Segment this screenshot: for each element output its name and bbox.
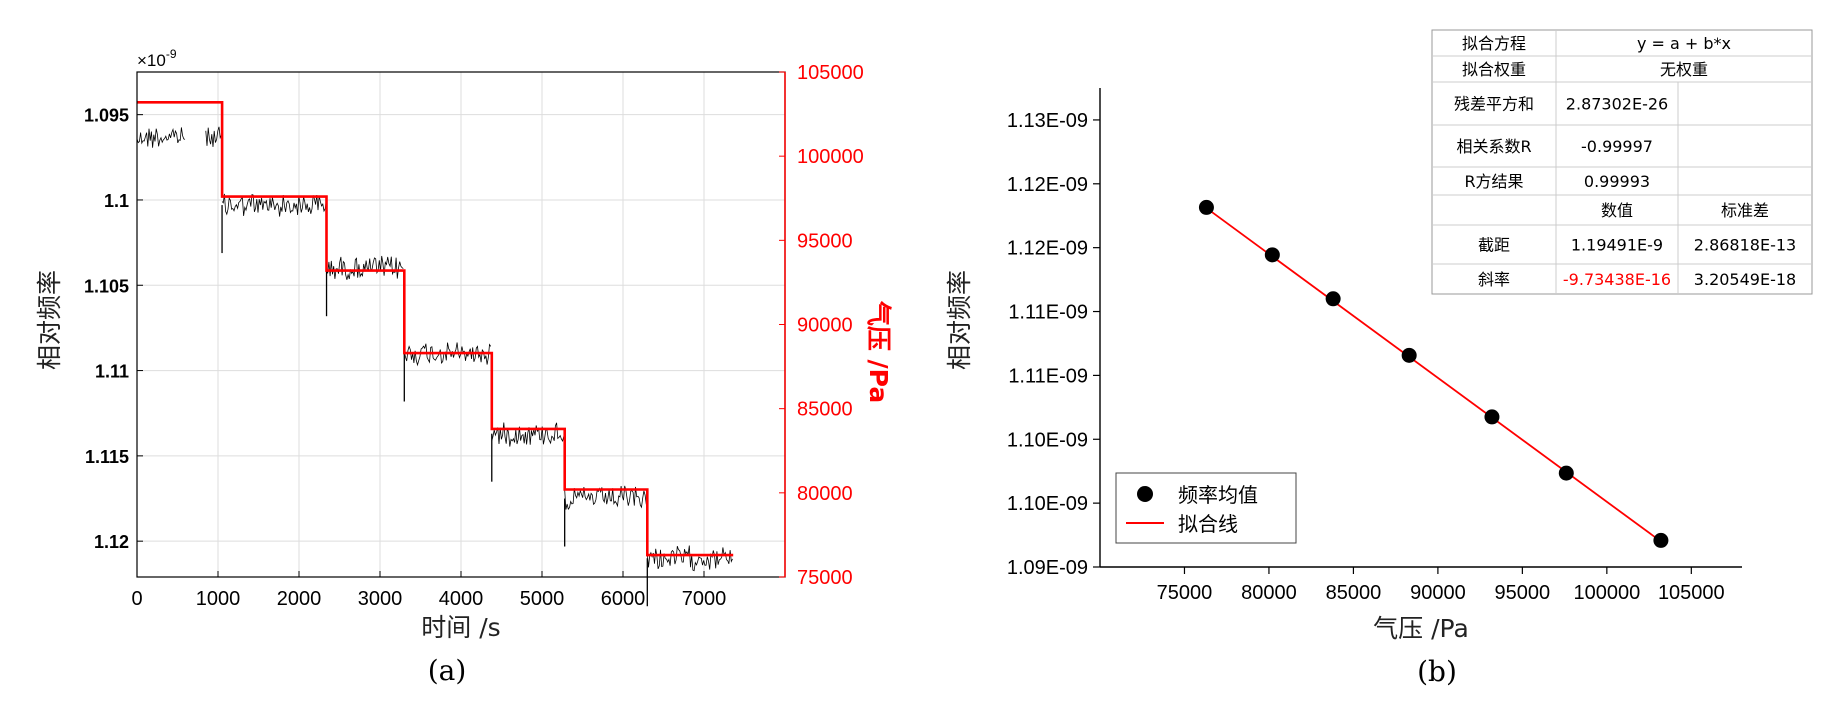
x-tick-label: 5000 xyxy=(520,588,565,610)
frequency-mean-points xyxy=(1198,199,1669,548)
table-cell: 无权重 xyxy=(1660,60,1708,79)
left-tick-label: 1.11 xyxy=(95,362,129,382)
data-point xyxy=(1264,247,1280,263)
panel-a-x-axis-label: 时间 /s xyxy=(421,613,500,642)
table-frame xyxy=(1431,29,1813,295)
right-tick-label: 90000 xyxy=(797,315,853,337)
x-tick-label: 3000 xyxy=(358,588,403,610)
y-tick-label: 1.11E-09 xyxy=(1008,302,1088,324)
legend: 频率均值 拟合线 xyxy=(1115,472,1297,544)
table-cell: 数值 xyxy=(1601,201,1633,220)
data-point xyxy=(1401,347,1417,363)
data-point xyxy=(1558,465,1574,481)
y-tick-label: 1.12E-09 xyxy=(1007,174,1088,196)
fit-line xyxy=(1205,207,1662,543)
panel-a-left-ticks: 1.095 1.1 1.105 1.11 1.115 1.12 xyxy=(84,106,143,552)
table-cell: 2.86818E-13 xyxy=(1694,236,1796,255)
table-cell: 标准差 xyxy=(1721,201,1769,220)
left-tick-label: 1.095 xyxy=(84,106,129,126)
panel-b-linear-fit: 75000 80000 85000 90000 95000 100000 105000 1.… xyxy=(945,29,1813,688)
table-cell: 拟合权重 xyxy=(1462,60,1526,79)
panel-b-y-axis-label: 相对频率 xyxy=(945,270,974,370)
table-cell: 拟合方程 xyxy=(1462,34,1526,53)
panel-b-x-ticks: 75000 80000 85000 90000 95000 100000 105000 xyxy=(1157,567,1725,604)
table-cell: 斜率 xyxy=(1478,270,1510,289)
x-tick-label: 1000 xyxy=(196,588,241,610)
caption-b: (b) xyxy=(1417,655,1457,688)
right-tick-label: 75000 xyxy=(797,567,853,589)
x-tick-label: 2000 xyxy=(277,588,322,610)
table-cell: 3.20549E-18 xyxy=(1694,270,1796,289)
y-tick-label: 1.12E-09 xyxy=(1007,238,1088,260)
x-tick-label: 105000 xyxy=(1658,582,1725,604)
table-cell: -9.73438E-16 xyxy=(1563,270,1671,289)
panel-b-y-ticks: 1.09E-09 1.10E-09 1.10E-09 1.11E-09 1.11E-09… xyxy=(1007,110,1100,579)
table-cell: R方结果 xyxy=(1464,172,1523,191)
table-cell: y = a + b*x xyxy=(1637,34,1731,53)
left-tick-label: 1.12 xyxy=(94,532,129,552)
x-tick-label: 100000 xyxy=(1573,582,1640,604)
panel-a-grid xyxy=(137,72,785,577)
y-tick-label: 1.11E-09 xyxy=(1008,365,1088,387)
x-tick-label: 7000 xyxy=(682,588,727,610)
x-tick-label: 75000 xyxy=(1157,582,1213,604)
x-tick-label: 4000 xyxy=(439,588,484,610)
legend-label-points: 频率均值 xyxy=(1178,483,1258,507)
fit-line-path xyxy=(1205,207,1662,543)
table-cell: 2.87302E-26 xyxy=(1566,95,1668,114)
right-tick-label: 95000 xyxy=(797,230,853,252)
table-cell: 0.99993 xyxy=(1584,172,1650,191)
panel-a-time-series: 0 1000 2000 3000 4000 5000 6000 7000 1.0951.11.… xyxy=(35,47,893,687)
left-axis-multiplier: ×10-9 xyxy=(137,47,177,70)
data-point xyxy=(1484,409,1500,425)
table-cell: -0.99997 xyxy=(1581,137,1653,156)
right-tick-label: 85000 xyxy=(797,399,853,421)
x-tick-label: 80000 xyxy=(1241,582,1297,604)
legend-box xyxy=(1115,472,1297,544)
legend-label-fit: 拟合线 xyxy=(1178,512,1238,536)
caption-a: (a) xyxy=(428,654,467,687)
left-tick-label: 1.115 xyxy=(85,447,129,467)
right-tick-label: 80000 xyxy=(797,483,853,505)
panel-a-right-axis-label: 气压 /Pa xyxy=(864,300,893,403)
data-point xyxy=(1325,291,1341,307)
x-tick-label: 85000 xyxy=(1326,582,1382,604)
table-cell: 截距 xyxy=(1478,236,1510,255)
table-cell: 1.19491E-9 xyxy=(1571,236,1663,255)
y-tick-label: 1.09E-09 xyxy=(1007,557,1088,579)
right-tick-label: 100000 xyxy=(797,146,864,168)
left-tick-label: 1.1 xyxy=(104,191,129,211)
panel-a-left-axis-label: 相对频率 xyxy=(35,270,64,370)
x-tick-label: 0 xyxy=(131,588,142,610)
y-tick-label: 1.10E-09 xyxy=(1007,429,1088,451)
left-tick-label: 1.105 xyxy=(84,276,129,296)
legend-marker-points xyxy=(1137,486,1153,502)
x-tick-label: 90000 xyxy=(1410,582,1466,604)
table-cell: 相关系数R xyxy=(1456,137,1531,156)
right-tick-label: 105000 xyxy=(797,62,864,84)
data-point xyxy=(1198,199,1214,215)
x-tick-label: 6000 xyxy=(601,588,646,610)
y-tick-label: 1.13E-09 xyxy=(1007,110,1088,132)
panel-b-x-axis-label: 气压 /Pa xyxy=(1373,614,1469,643)
pressure-step-line xyxy=(137,101,734,557)
pressure-step-path xyxy=(137,101,734,557)
y-tick-label: 1.10E-09 xyxy=(1007,493,1088,515)
table-cell: 残差平方和 xyxy=(1454,95,1534,114)
x-tick-label: 95000 xyxy=(1495,582,1551,604)
panel-a-right-ticks: 75000 80000 85000 90000 95000 100000 105000 xyxy=(779,62,864,589)
panel-a-x-ticks: 0 1000 2000 3000 4000 5000 6000 7000 xyxy=(131,571,726,610)
data-point xyxy=(1653,532,1669,548)
